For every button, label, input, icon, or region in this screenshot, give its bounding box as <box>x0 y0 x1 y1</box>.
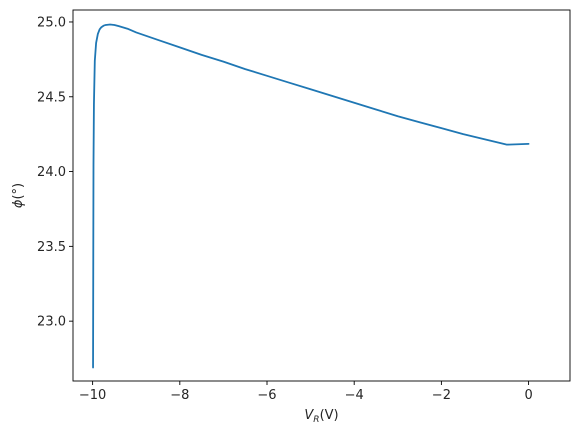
axes-frame <box>72 9 571 382</box>
x-tick-label: −10 <box>79 388 106 403</box>
x-axis: −10 −8 −6 −4 −2 0 <box>79 381 533 403</box>
y-tick-label: 25.0 <box>37 15 66 30</box>
x-axis-label-unit: (V) <box>320 408 339 423</box>
x-tick-label: 0 <box>524 388 532 403</box>
x-axis-label-symbol: V <box>304 408 314 423</box>
y-axis-label-symbol: ϕ <box>11 199 26 208</box>
y-axis-label: ϕ(°) <box>11 183 26 208</box>
x-tick-label: −6 <box>257 388 276 403</box>
y-tick-label: 24.0 <box>37 165 66 180</box>
y-tick-label: 23.5 <box>37 240 66 255</box>
x-tick-label: −8 <box>170 388 189 403</box>
y-axis: 23.0 23.5 24.0 24.5 25.0 <box>37 15 73 330</box>
x-tick-label: −4 <box>345 388 364 403</box>
y-axis-label-unit: (°) <box>11 183 26 200</box>
plot-area <box>92 23 530 369</box>
x-tick-label: −2 <box>432 388 451 403</box>
y-tick-label: 24.5 <box>37 90 66 105</box>
series-line <box>92 23 530 369</box>
x-axis-label-subscript: R <box>313 415 319 425</box>
y-tick-label: 23.0 <box>37 315 66 330</box>
x-axis-label: VR(V) <box>304 408 338 425</box>
